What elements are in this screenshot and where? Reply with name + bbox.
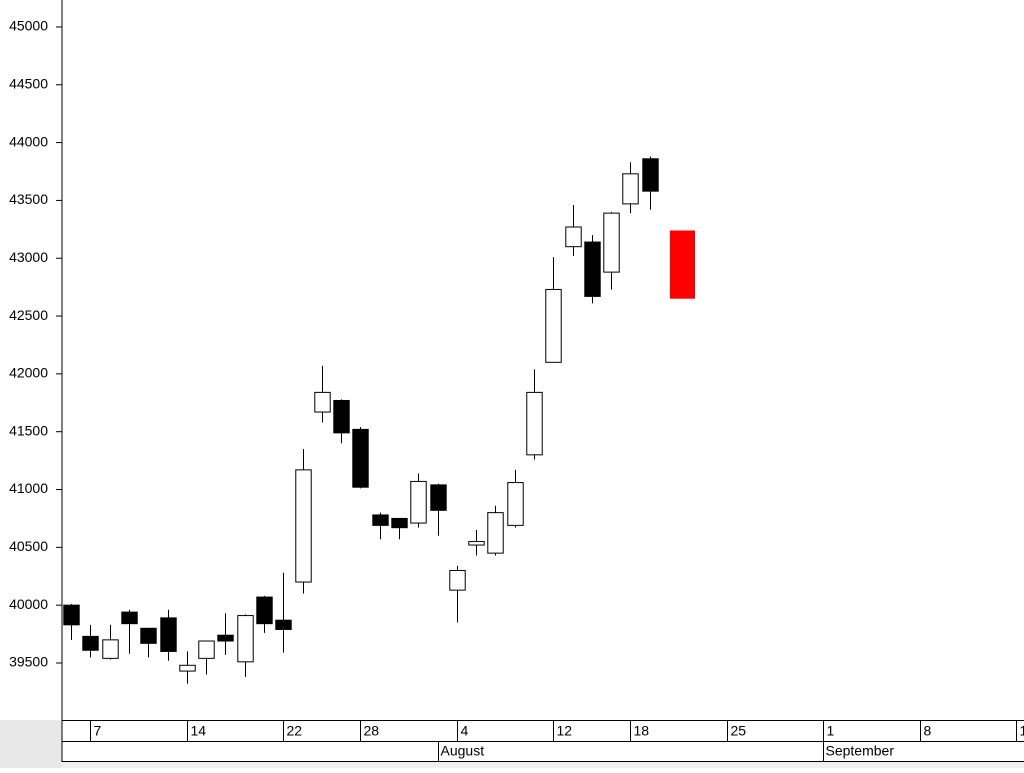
x-tick-label: 8	[924, 723, 932, 739]
x-tick-label: 18	[634, 723, 650, 739]
candle-body	[488, 513, 503, 553]
y-tick-label: 40500	[9, 538, 48, 554]
y-tick-label: 41000	[9, 480, 48, 496]
candle-body	[353, 429, 368, 487]
scroll-strip	[62, 762, 1024, 768]
candle-body	[199, 641, 214, 658]
candle-body	[315, 392, 330, 412]
y-tick-label: 41500	[9, 422, 48, 438]
y-tick-label: 43000	[9, 249, 48, 265]
candle-body	[103, 640, 118, 659]
y-tick-label: 42500	[9, 307, 48, 323]
x-tick-label: 28	[364, 723, 380, 739]
candle-body	[257, 597, 272, 624]
candle-body	[334, 400, 349, 432]
candle-body	[604, 213, 619, 272]
candle-body	[122, 612, 137, 624]
candle-body	[623, 174, 638, 204]
candle-body	[431, 485, 446, 510]
candle-body	[411, 481, 426, 523]
candle-body	[546, 289, 561, 362]
candle-body	[585, 242, 600, 296]
candle-body	[83, 636, 98, 650]
candle-body	[527, 392, 542, 454]
y-tick-label: 44000	[9, 133, 48, 149]
candle-body	[508, 483, 523, 526]
candle-body	[141, 628, 156, 643]
y-tick-label: 43500	[9, 191, 48, 207]
x-tick-label: 7	[94, 723, 102, 739]
x-tick-label: 25	[731, 723, 747, 739]
candle-body	[643, 159, 658, 191]
candle-body	[276, 620, 291, 629]
y-tick-label: 42000	[9, 365, 48, 381]
y-tick-label: 44500	[9, 75, 48, 91]
y-tick-label: 40000	[9, 596, 48, 612]
candle-body	[180, 665, 195, 671]
x-tick-label: 4	[461, 723, 469, 739]
candle-body	[64, 605, 79, 625]
x-tick-label: 22	[287, 723, 303, 739]
x-tick-label: 1	[1020, 723, 1024, 739]
candle-body	[566, 227, 581, 247]
candle-body	[296, 470, 311, 582]
x-tick-label: 14	[191, 723, 207, 739]
candle-body	[392, 518, 407, 527]
candle-body	[161, 618, 176, 652]
candle-body	[238, 616, 253, 662]
y-tick-label: 39500	[9, 654, 48, 670]
candle-body	[373, 515, 388, 525]
month-label: September	[826, 743, 895, 759]
y-tick-label: 45000	[9, 18, 48, 34]
corner	[0, 720, 62, 768]
month-label: August	[441, 743, 485, 759]
x-tick-label: 1	[827, 723, 835, 739]
candle-body	[218, 635, 233, 641]
x-tick-label: 12	[557, 723, 573, 739]
candle-body	[469, 542, 484, 545]
candle-body	[450, 570, 465, 590]
highlight	[670, 230, 695, 298]
